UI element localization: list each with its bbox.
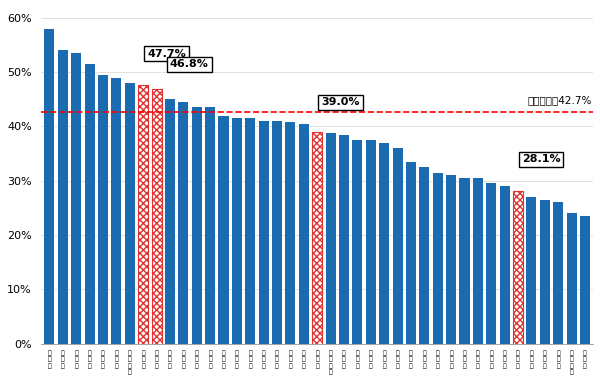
Bar — [165, 99, 175, 344]
Bar — [71, 53, 81, 344]
Bar — [513, 191, 523, 344]
Bar — [232, 118, 242, 344]
Bar — [526, 197, 536, 344]
Bar — [326, 133, 335, 344]
Text: 39.0%: 39.0% — [321, 97, 360, 107]
Bar — [500, 186, 510, 344]
Bar — [312, 132, 322, 344]
Text: 全国普及率42.7%: 全国普及率42.7% — [527, 95, 592, 105]
Bar — [44, 29, 55, 344]
Bar — [419, 167, 430, 344]
Bar — [259, 121, 269, 344]
Bar — [406, 162, 416, 344]
Bar — [98, 75, 108, 344]
Bar — [379, 143, 389, 344]
Bar — [205, 107, 215, 344]
Text: 28.1%: 28.1% — [522, 154, 561, 164]
Bar — [433, 173, 443, 344]
Bar — [272, 121, 282, 344]
Bar — [473, 178, 483, 344]
Bar — [486, 183, 496, 344]
Bar — [85, 64, 95, 344]
Bar — [152, 89, 161, 344]
Bar — [366, 140, 376, 344]
Bar — [446, 175, 456, 344]
Text: 46.8%: 46.8% — [170, 60, 209, 70]
Bar — [392, 148, 403, 344]
Bar — [218, 116, 229, 344]
Bar — [112, 78, 121, 344]
Bar — [192, 107, 202, 344]
Bar — [339, 134, 349, 344]
Bar — [540, 200, 550, 344]
Bar — [138, 84, 148, 344]
Bar — [352, 140, 362, 344]
Bar — [245, 118, 256, 344]
Text: 47.7%: 47.7% — [147, 49, 186, 58]
Bar — [299, 124, 309, 344]
Bar — [178, 102, 188, 344]
Bar — [580, 216, 590, 344]
Bar — [553, 202, 563, 344]
Bar — [566, 213, 577, 344]
Bar — [58, 50, 68, 344]
Bar — [286, 122, 295, 344]
Bar — [460, 178, 470, 344]
Bar — [125, 83, 135, 344]
